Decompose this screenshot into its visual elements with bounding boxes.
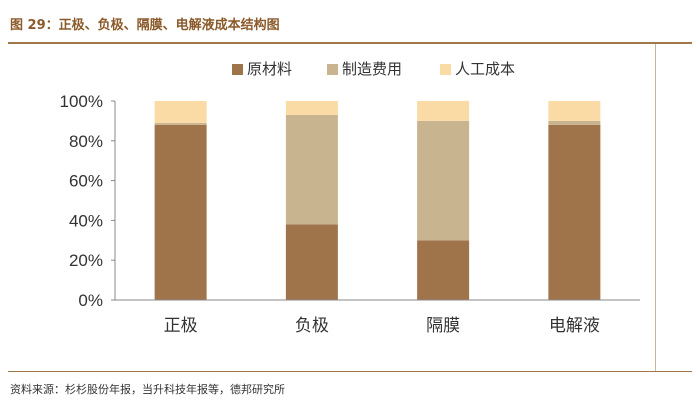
figure-title: 图 29：正极、负极、隔膜、电解液成本结构图	[10, 18, 280, 33]
legend-swatch-2	[327, 64, 338, 75]
x-category-label-1: 正极	[164, 316, 198, 336]
legend-label-1: 原材料	[247, 60, 292, 78]
x-category-label-2: 负极	[295, 316, 329, 336]
x-axis: 正极 负极 隔膜 电解液	[115, 299, 640, 336]
bar-1-制造费用	[154, 122, 207, 125]
title-divider	[8, 42, 692, 44]
chart-legend: 原材料 制造费用 人工成本	[232, 60, 515, 78]
y-tick-label-3: 60%	[69, 172, 103, 191]
source-divider	[8, 371, 692, 372]
bar-1-原材料	[154, 124, 207, 300]
bar-3-人工成本	[417, 101, 470, 121]
bar-2-人工成本	[285, 101, 338, 115]
bar-3-制造费用	[417, 120, 470, 241]
source-note: 资料来源：杉杉股份年报，当升科技年报等，德邦研究所	[10, 383, 285, 396]
bar-1-人工成本	[154, 101, 207, 123]
legend-swatch-1	[232, 64, 243, 75]
bar-4-人工成本	[548, 101, 601, 121]
bar-3-原材料	[417, 240, 470, 300]
y-tick-label-4: 80%	[69, 132, 103, 151]
frame-right-border	[655, 44, 656, 371]
x-category-label-4: 电解液	[549, 316, 600, 336]
y-tick-label-1: 20%	[69, 251, 103, 270]
y-tick-label-5: 100%	[60, 92, 103, 111]
y-tick-label-0: 0%	[78, 291, 103, 310]
bar-2-原材料	[285, 224, 338, 300]
bar-2-制造费用	[285, 114, 338, 225]
legend-swatch-3	[440, 64, 451, 75]
y-axis: 0% 20% 40% 60% 80% 100%	[60, 92, 116, 310]
bar-4-原材料	[548, 124, 601, 300]
stacked-bar-chart: 原材料 制造费用 人工成本 0% 20% 40% 60% 80% 100% 正极 负极 隔膜 电解液	[60, 60, 640, 336]
y-tick-label-2: 40%	[69, 211, 103, 230]
bars	[154, 101, 601, 300]
bar-4-制造费用	[548, 120, 601, 125]
legend-label-3: 人工成本	[455, 60, 515, 78]
legend-label-2: 制造费用	[342, 60, 402, 78]
x-category-label-3: 隔膜	[426, 316, 460, 336]
